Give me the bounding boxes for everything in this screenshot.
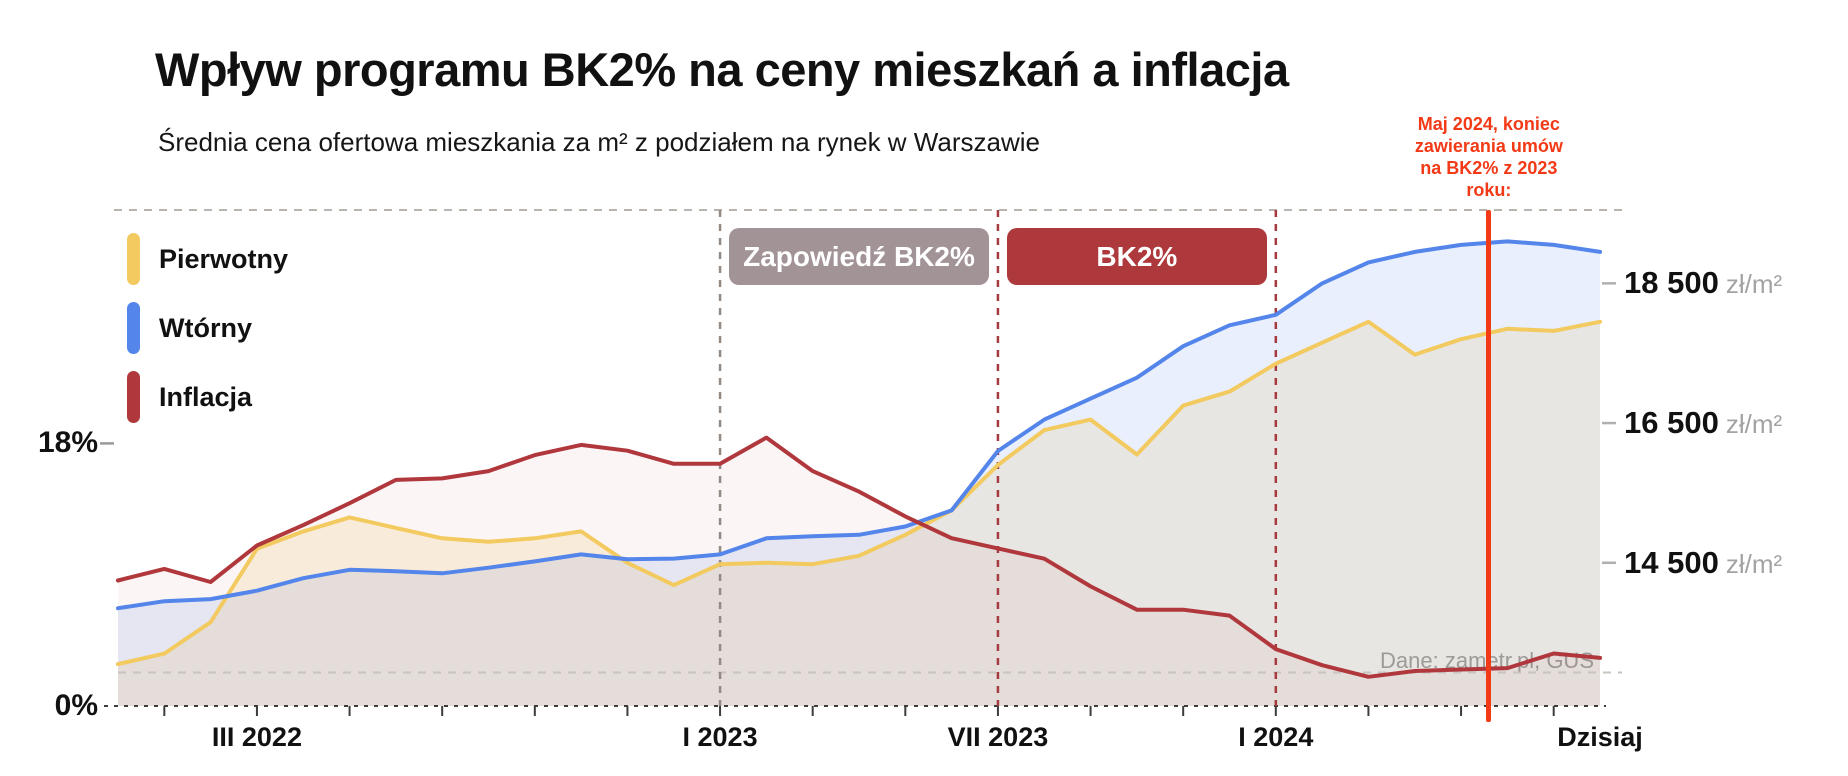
chart-subtitle: Średnia cena ofertowa mieszkania za m² z… bbox=[158, 127, 1040, 157]
chart-title: Wpływ programu BK2% na ceny mieszkań a i… bbox=[155, 43, 1289, 96]
line-wtórny bbox=[116, 239, 1602, 611]
legend-item-wtorny: Wtórny bbox=[127, 302, 288, 354]
area-pierwotny bbox=[118, 321, 1600, 706]
legend-swatch-pierwotny-icon bbox=[127, 233, 140, 285]
line-pierwotny bbox=[116, 319, 1602, 667]
inflation-axis-label: 0% bbox=[54, 689, 98, 722]
line-inflacja bbox=[116, 435, 1602, 679]
price-axis-value: 14 500 bbox=[1624, 544, 1719, 580]
legend-swatch-inflacja-icon bbox=[127, 371, 140, 423]
x-axis-label: III 2022 bbox=[211, 722, 302, 752]
x-axis-label: VII 2023 bbox=[947, 722, 1049, 752]
legend-label-wtorny: Wtórny bbox=[159, 312, 252, 343]
price-axis-unit: zł/m² bbox=[1725, 409, 1783, 440]
price-axis-unit: zł/m² bbox=[1725, 269, 1783, 300]
x-axis-label: I 2024 bbox=[1238, 722, 1314, 752]
badge-bk2: BK2% bbox=[1006, 228, 1267, 285]
legend-item-inflacja: Inflacja bbox=[127, 371, 288, 423]
price-axis-value: 18 500 bbox=[1624, 265, 1719, 301]
area-inflacja bbox=[118, 437, 1600, 706]
x-axis-label: I 2023 bbox=[682, 722, 758, 752]
legend-swatch-wtorny-icon bbox=[127, 302, 140, 354]
event-annotation: Maj 2024, koniec zawierania umów na BK2%… bbox=[1414, 114, 1563, 200]
legend-label-inflacja: Inflacja bbox=[159, 381, 253, 412]
inflation-axis-label: 18% bbox=[37, 426, 98, 460]
x-axis-label: Dzisiaj bbox=[1557, 722, 1643, 752]
area-wtórny bbox=[118, 241, 1600, 706]
event-marker-line bbox=[1486, 210, 1492, 722]
price-axis-label: 14 500 zł/m² bbox=[1624, 545, 1782, 581]
price-axis-value: 16 500 bbox=[1624, 405, 1719, 441]
price-axis-label: 16 500 zł/m² bbox=[1624, 405, 1782, 441]
badge-zapowiedz-bk2: Zapowiedź BK2% bbox=[729, 228, 989, 285]
price-axis-unit: zł/m² bbox=[1725, 548, 1783, 579]
price-axis-label: 18 500 zł/m² bbox=[1624, 265, 1782, 301]
legend-item-pierwotny: Pierwotny bbox=[127, 233, 288, 285]
legend-label-pierwotny: Pierwotny bbox=[159, 243, 289, 274]
legend: Pierwotny Wtórny Inflacja bbox=[127, 233, 288, 440]
